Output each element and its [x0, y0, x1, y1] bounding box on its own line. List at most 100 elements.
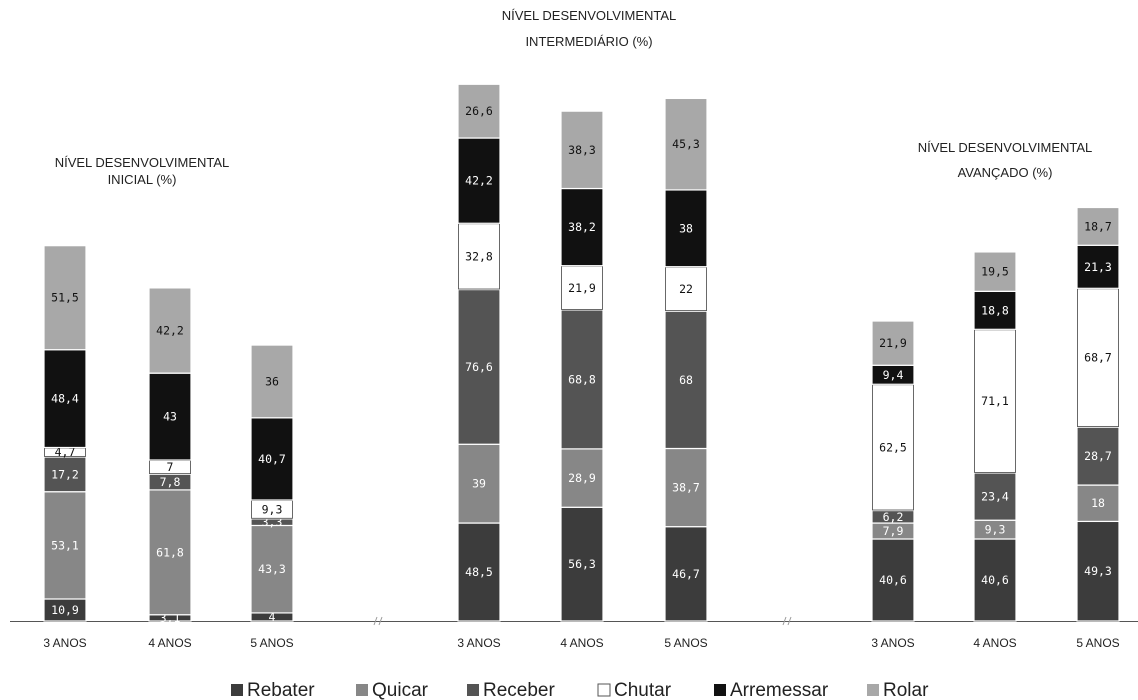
data-label: 40,6 — [879, 573, 907, 587]
legend-swatch-quicar — [356, 684, 368, 696]
legend-label-arremessar: Arremessar — [730, 680, 829, 700]
bar-segment-chutar — [871, 383, 915, 512]
x-tick-label: 5 ANOS — [664, 636, 707, 650]
bar-segment-arremessar — [148, 372, 192, 461]
data-label: 36 — [265, 374, 279, 388]
data-label: 32,8 — [465, 249, 493, 263]
data-label: 49,3 — [1084, 564, 1112, 578]
bar-segment-quicar — [43, 491, 87, 600]
data-label: 22 — [679, 282, 693, 296]
bar-segment-receber — [1076, 426, 1120, 486]
x-tick-label: 3 ANOS — [871, 636, 914, 650]
bar-segment-quicar — [457, 443, 501, 524]
bar-segment-chutar — [457, 222, 501, 291]
data-label: 9,3 — [262, 502, 283, 516]
bar-segment-arremessar — [664, 189, 708, 268]
data-label: 43 — [163, 410, 177, 424]
legend: Rebater Quicar Receber Chutar Arremessar Rola… — [231, 680, 929, 700]
data-label: 7 — [167, 460, 174, 474]
data-label: 23,4 — [981, 490, 1009, 504]
group-title-line: NÍVEL DESENVOLVIMENTAL — [918, 140, 1093, 155]
data-label: 71,1 — [981, 394, 1009, 408]
bar-segment-rolar — [457, 83, 501, 139]
data-label: 26,6 — [465, 104, 493, 118]
data-label: 46,7 — [672, 567, 700, 581]
data-label: 76,6 — [465, 360, 493, 374]
axis-break-stroke — [373, 616, 378, 626]
data-label: 21,9 — [568, 281, 596, 295]
bar-segment-quicar — [250, 524, 294, 614]
bar-segment-rolar — [973, 251, 1017, 292]
data-label: 7,8 — [160, 475, 181, 489]
data-label: 17,2 — [51, 467, 79, 481]
data-label: 4 — [269, 610, 276, 624]
bar-segment-rebater — [973, 538, 1017, 622]
bar-segment-receber — [560, 309, 604, 450]
bar-segment-rolar — [43, 245, 87, 351]
group-title-line: NÍVEL DESENVOLVIMENTAL — [502, 8, 677, 23]
bar-segment-rebater — [664, 526, 708, 622]
axis-break-stroke — [782, 616, 787, 626]
bar-segment-receber — [973, 472, 1017, 521]
axis-break-marker — [373, 616, 383, 626]
x-tick-label: 3 ANOS — [457, 636, 500, 650]
data-label: 18 — [1091, 496, 1105, 510]
bar-segment-arremessar — [560, 187, 604, 267]
data-label: 19,5 — [981, 265, 1009, 279]
group-title-line: NÍVEL DESENVOLVIMENTAL — [55, 155, 230, 170]
bar-segment-rolar — [664, 97, 708, 191]
group-title-line: INTERMEDIÁRIO (%) — [525, 34, 652, 49]
axis-break-stroke — [378, 616, 383, 626]
bar-segment-rolar — [148, 287, 192, 374]
bar-segment-arremessar — [250, 417, 294, 501]
data-label: 42,2 — [465, 174, 493, 188]
axis-break-stroke — [787, 616, 792, 626]
bar-segment-chutar — [973, 328, 1017, 474]
data-label: 61,8 — [156, 545, 184, 559]
data-label: 48,4 — [51, 392, 79, 406]
data-label: 51,5 — [51, 291, 79, 305]
data-label: 6,2 — [883, 510, 904, 524]
bar-segment-rebater — [457, 522, 501, 622]
bar-segment-quicar — [1076, 484, 1120, 523]
bar-segment-rebater — [871, 538, 915, 622]
legend-swatch-rebater — [231, 684, 243, 696]
data-label: 68 — [679, 373, 693, 387]
axis-break-marker — [782, 616, 792, 626]
data-label: 43,3 — [258, 562, 286, 576]
data-label: 68,8 — [568, 372, 596, 386]
data-label: 9,4 — [883, 368, 904, 382]
bar-segment-quicar — [148, 489, 192, 616]
data-label: 42,2 — [156, 324, 184, 338]
bar-segment-receber — [43, 456, 87, 493]
data-label: 21,3 — [1084, 260, 1112, 274]
bar-segment-arremessar — [973, 290, 1017, 330]
x-tick-label: 5 ANOS — [250, 636, 293, 650]
data-label: 10,9 — [51, 603, 79, 617]
bar-segment-quicar — [664, 447, 708, 528]
data-label: 28,7 — [1084, 449, 1112, 463]
data-label: 21,9 — [879, 336, 907, 350]
data-label: 68,7 — [1084, 351, 1112, 365]
legend-swatch-rolar — [867, 684, 879, 696]
bar-segment-rolar — [560, 110, 604, 190]
data-label: 48,5 — [465, 565, 493, 579]
data-label: 38,3 — [568, 143, 596, 157]
group-title-line: INICIAL (%) — [108, 172, 177, 187]
x-tick-label: 3 ANOS — [43, 636, 86, 650]
legend-label-chutar: Chutar — [614, 680, 672, 700]
bar-segment-rolar — [1076, 206, 1120, 246]
bar-segment-rolar — [871, 320, 915, 366]
data-label: 62,5 — [879, 440, 907, 454]
data-label: 18,8 — [981, 303, 1009, 317]
data-label: 40,7 — [258, 452, 286, 466]
x-tick-label: 4 ANOS — [973, 636, 1016, 650]
x-tick-label: 4 ANOS — [560, 636, 603, 650]
legend-label-receber: Receber — [483, 680, 555, 700]
bar-segment-arremessar — [1076, 244, 1120, 289]
data-label: 38,2 — [568, 220, 596, 234]
bar-segment-arremessar — [457, 137, 501, 224]
legend-label-rebater: Rebater — [247, 680, 315, 700]
legend-swatch-chutar — [597, 683, 611, 697]
